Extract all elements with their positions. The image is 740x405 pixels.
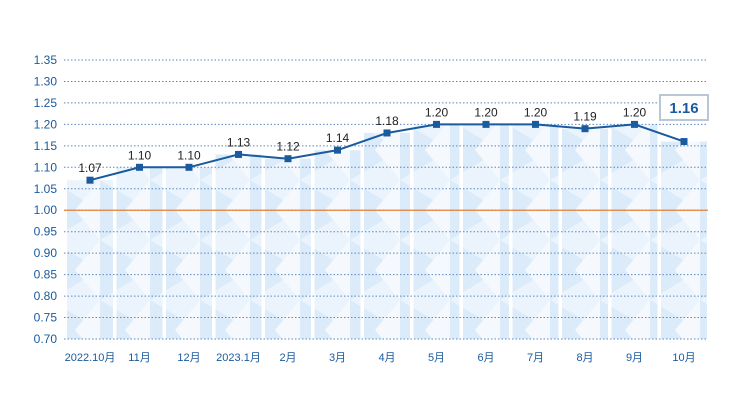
background-column: [562, 128, 608, 339]
y-tick-label: 0.80: [34, 289, 58, 303]
data-point-marker: [383, 129, 391, 137]
data-label: 1.20: [425, 105, 449, 119]
y-tick-label: 0.75: [34, 311, 58, 325]
x-tick-label: 3月: [329, 352, 346, 364]
y-tick-label: 0.70: [34, 332, 58, 346]
data-label: 1.19: [573, 110, 597, 124]
data-point-marker: [284, 155, 292, 163]
background-column: [215, 154, 262, 339]
data-point-marker: [185, 163, 193, 171]
data-point-marker: [235, 150, 242, 158]
data-point-marker: [631, 120, 638, 128]
x-axis: 2022.10月 11月 12月 2023.1月 2月 3月 4月 5月 6月 7月 8月 9月 10月: [65, 352, 696, 364]
background-column: [364, 132, 410, 339]
x-tick-label: 7月: [527, 352, 544, 364]
y-axis: 1.35 1.30 1.25 1.20 1.15 1.10 1.05 1.00 0.95 0.90…: [34, 53, 58, 346]
x-tick-label: 4月: [378, 352, 395, 364]
data-label: 1.18: [375, 114, 399, 128]
data-point-marker: [581, 125, 589, 133]
data-point-marker: [86, 176, 94, 184]
y-tick-label: 0.95: [34, 225, 58, 239]
x-tick-label: 9月: [626, 352, 643, 364]
data-label: 1.14: [326, 131, 350, 145]
background-column: [265, 158, 311, 339]
x-tick-label: 6月: [477, 352, 494, 364]
x-tick-label: 2022.10月: [65, 352, 116, 364]
y-tick-label: 1.10: [34, 160, 58, 174]
data-label: 1.10: [128, 148, 152, 162]
series-markers: [86, 120, 688, 184]
data-point-marker: [680, 138, 688, 146]
data-label: 1.16: [669, 100, 698, 117]
y-tick-label: 1.35: [34, 53, 58, 67]
background-column: [67, 180, 113, 339]
data-point-marker: [482, 120, 490, 128]
data-label: 1.20: [623, 105, 647, 119]
y-tick-label: 1.00: [34, 203, 58, 217]
x-tick-label: 12月: [177, 352, 200, 364]
data-point-marker: [334, 146, 341, 154]
data-label: 1.10: [177, 148, 201, 162]
data-labels: 1.07 1.10 1.10 1.13 1.12 1.14 1.18 1.20 1.20 1.20…: [78, 94, 709, 175]
x-tick-label: 2月: [279, 352, 296, 364]
x-tick-label: 8月: [576, 352, 593, 364]
y-tick-label: 0.85: [34, 268, 58, 282]
y-tick-label: 1.30: [34, 74, 58, 88]
data-label: 1.20: [474, 105, 498, 119]
data-label: 1.13: [227, 135, 251, 149]
y-tick-label: 1.20: [34, 117, 58, 131]
data-label: 1.12: [276, 140, 300, 154]
x-tick-label: 5月: [428, 352, 445, 364]
background-column: [661, 141, 707, 339]
background-column: [314, 150, 361, 339]
data-label: 1.20: [524, 105, 548, 119]
y-tick-label: 1.25: [34, 96, 58, 110]
y-tick-label: 1.05: [34, 182, 58, 196]
x-tick-label: 11月: [128, 352, 150, 364]
x-tick-label: 10月: [672, 352, 695, 364]
data-label: 1.07: [78, 161, 102, 175]
grid-lines: [64, 59, 708, 340]
x-tick-label: 2023.1月: [216, 352, 261, 364]
data-point-marker: [136, 163, 143, 171]
y-tick-label: 1.15: [34, 139, 58, 153]
data-point-marker: [433, 120, 440, 128]
data-point-marker: [532, 120, 539, 128]
highlight-label-box: [659, 94, 709, 121]
y-tick-label: 0.90: [34, 246, 58, 260]
